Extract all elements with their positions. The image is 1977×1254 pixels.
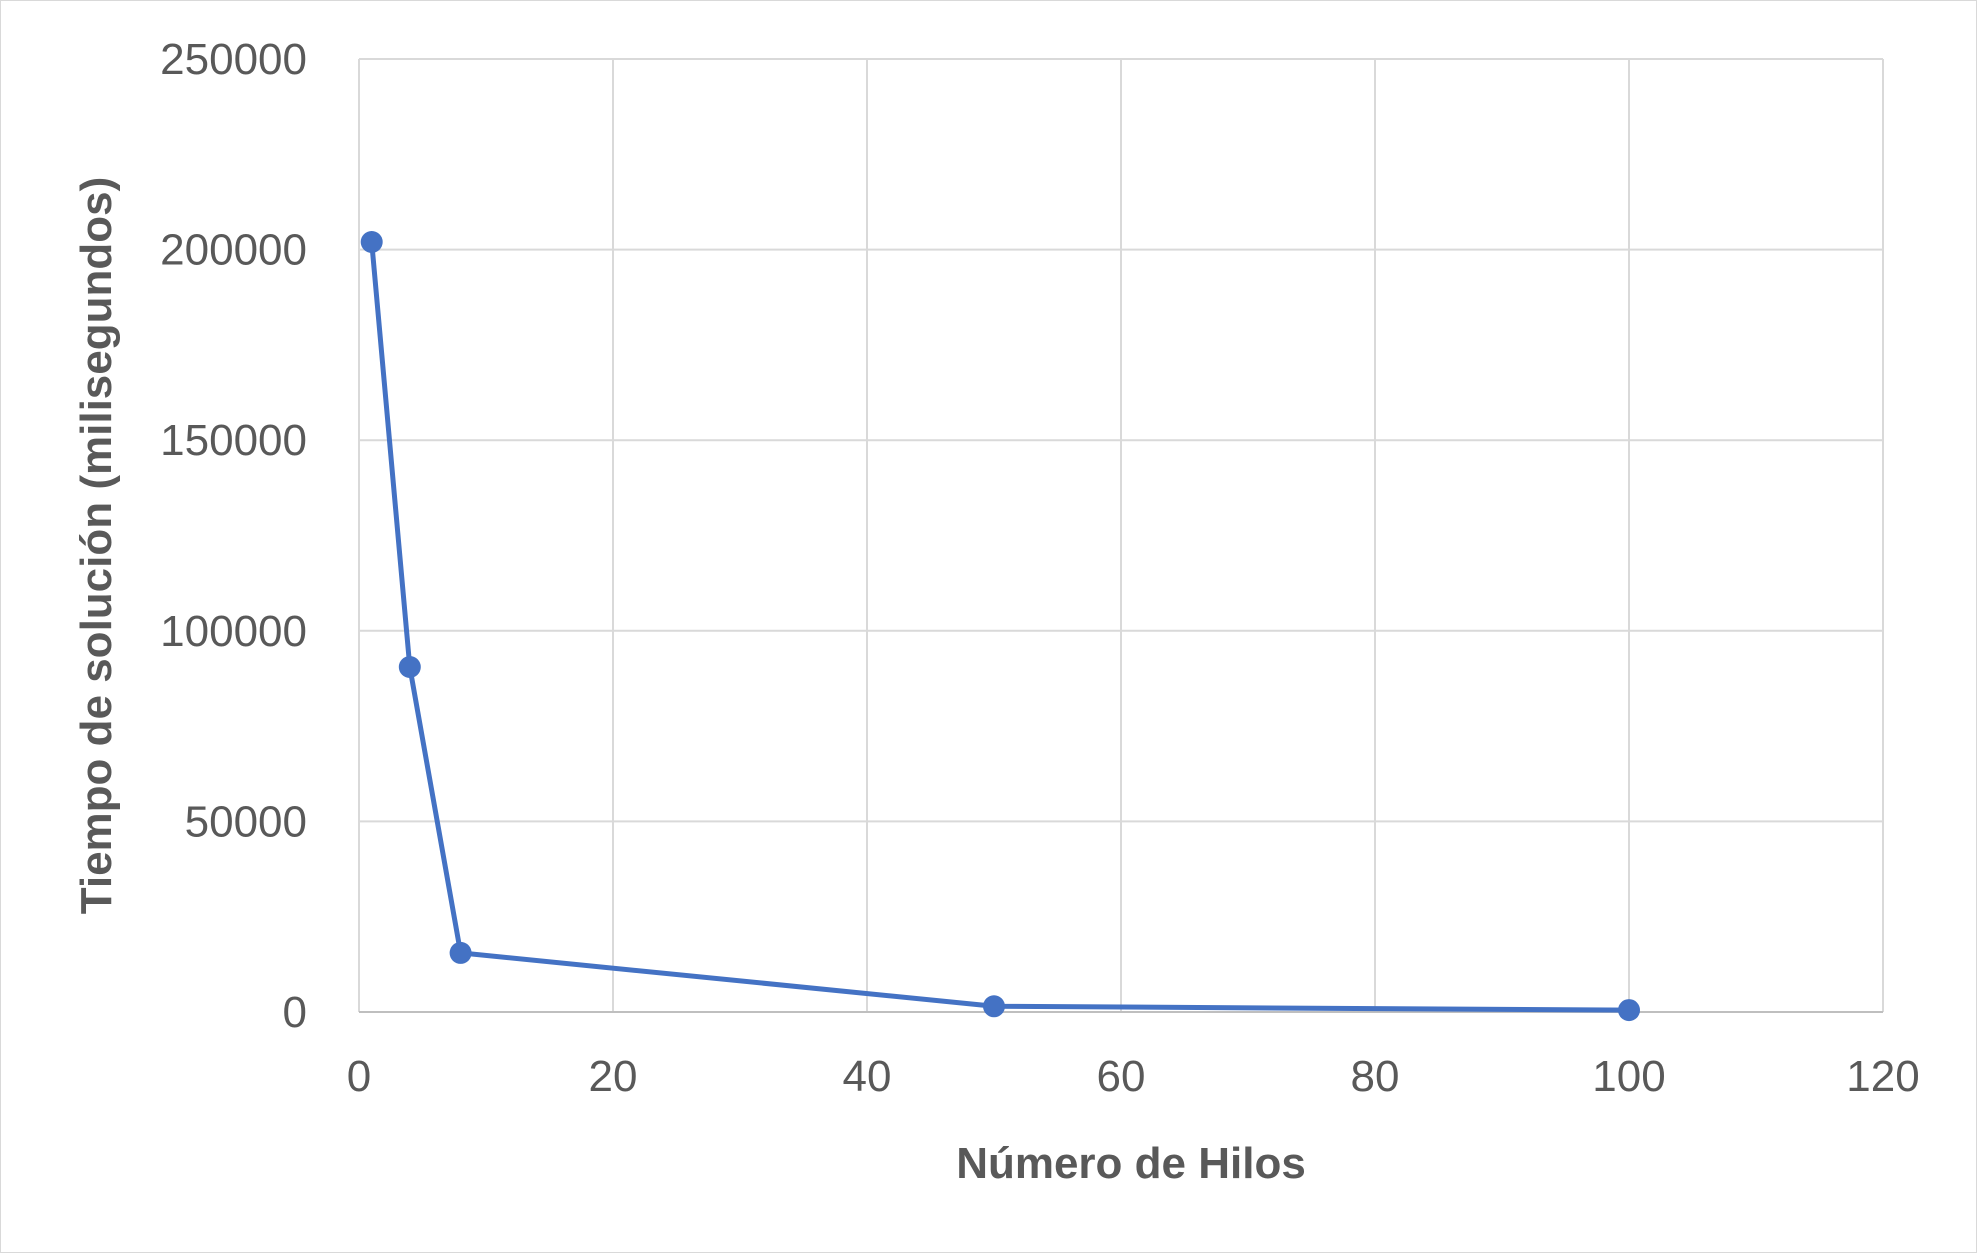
x-tick-label: 100 [1592,1052,1665,1101]
data-point [398,656,421,679]
data-point [1618,999,1640,1022]
x-tick-label: 60 [1097,1052,1146,1101]
data-point [449,941,472,964]
x-tick-label: 120 [1846,1052,1919,1101]
series-line [369,241,1630,1013]
data-point [983,995,1005,1018]
y-tick-label: 50000 [185,797,307,846]
x-tick-label: 20 [589,1052,638,1101]
y-tick-label: 200000 [160,226,307,275]
x-tick-label: 40 [843,1052,892,1101]
y-tick-label: 250000 [160,35,307,84]
series-layer [360,230,1640,1022]
data-point [360,230,383,253]
y-tick-label: 150000 [160,416,307,465]
x-axis-title: Número de Hilos [956,1139,1306,1188]
grid-layer [358,58,1884,1012]
y-tick-label: 100000 [160,607,307,656]
x-tick-label: 0 [347,1052,371,1101]
x-tick-label: 80 [1351,1052,1400,1101]
y-axis-title: Tiempo de solución (milisegundos) [72,177,121,914]
tick-label-layer: 0 50000 100000 150000 200000 250000 0 20 40 60 80 1… [160,35,1920,1101]
y-tick-label: 0 [283,988,307,1037]
